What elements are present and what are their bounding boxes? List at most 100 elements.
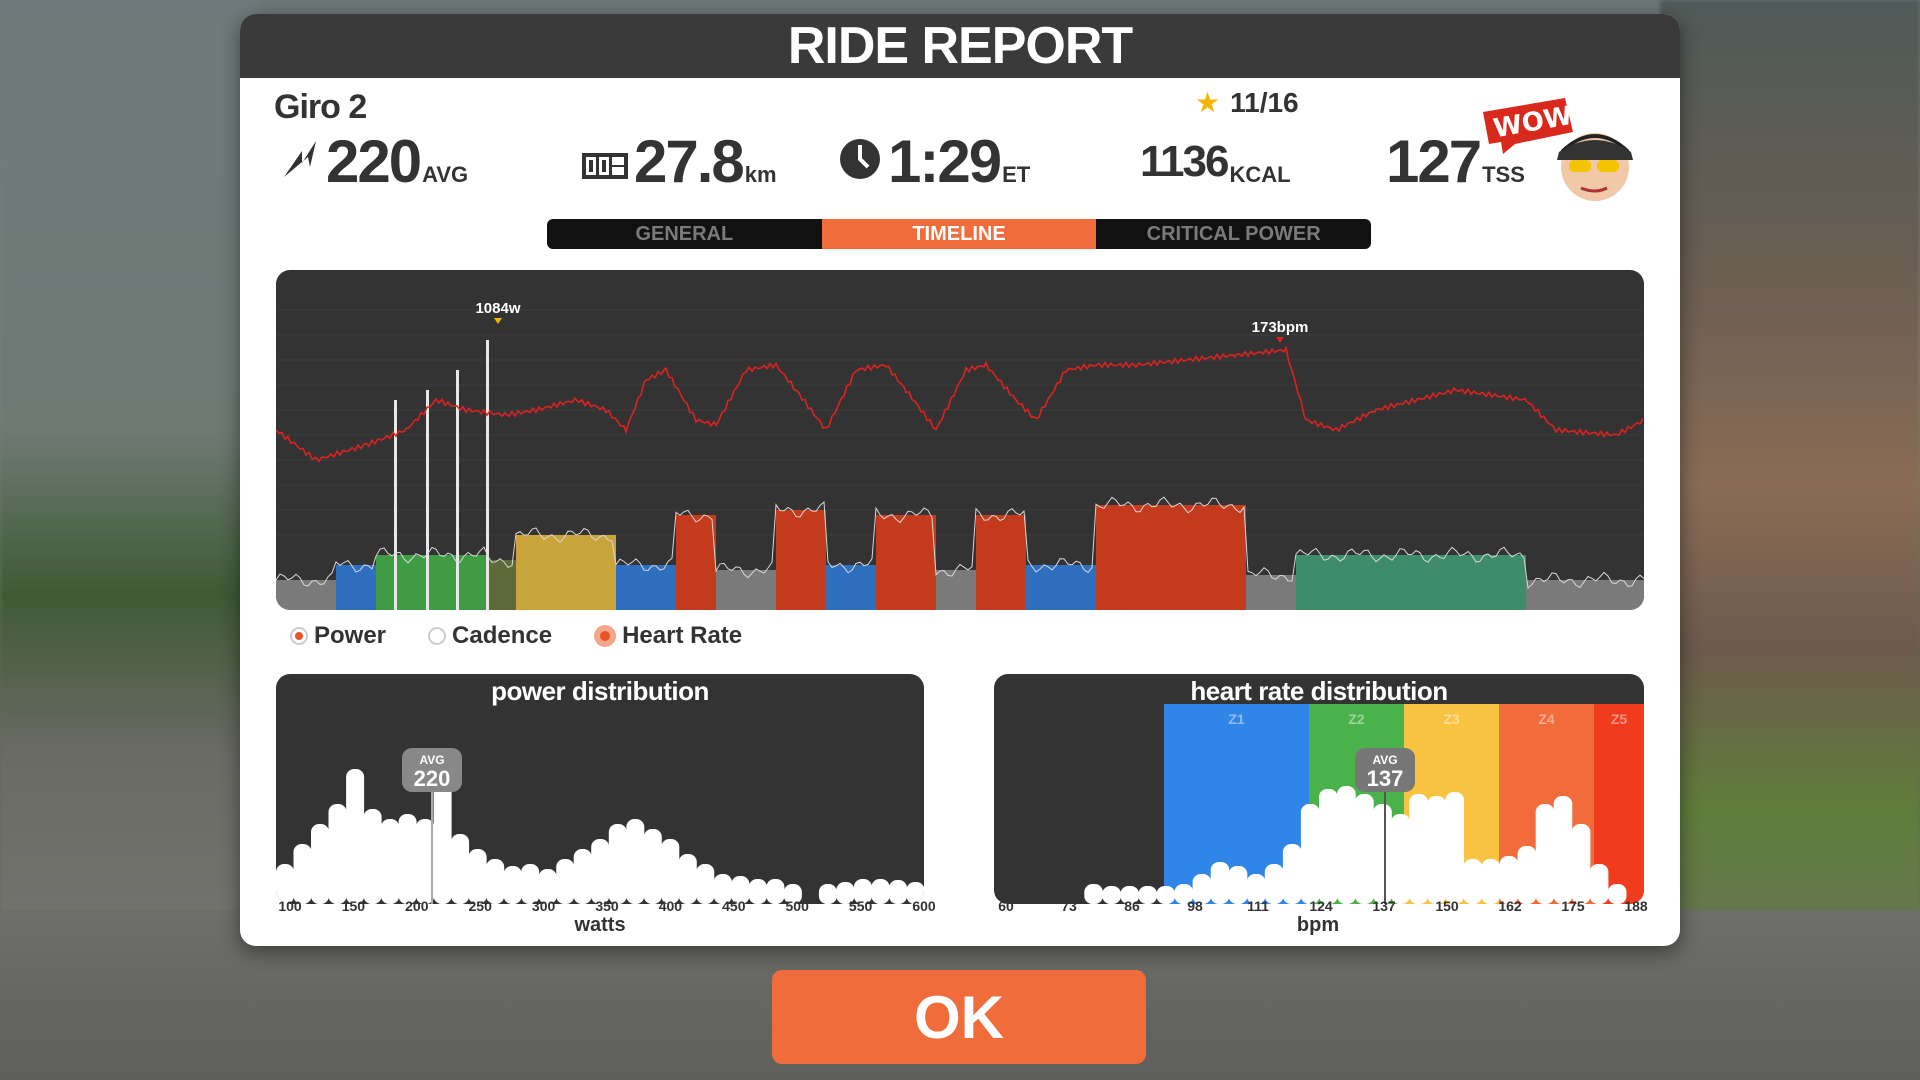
hr-dist-bar	[1174, 884, 1194, 904]
hr-dist-bar	[1589, 864, 1609, 904]
power-dist-bar	[626, 819, 645, 904]
power-distribution-xlabel: watts	[574, 914, 626, 936]
power-spike	[456, 370, 459, 610]
stat-time-unit: ET	[1002, 162, 1031, 187]
tab-critical-power[interactable]: CRITICAL POWER	[1146, 222, 1321, 245]
legend-cadence[interactable]: Cadence	[428, 622, 552, 650]
power-dist-bar	[766, 879, 785, 904]
power-bolt-icon	[280, 137, 320, 186]
power-tick-label: 550	[848, 898, 873, 914]
hr-zone-label: Z3	[1443, 711, 1460, 727]
power-distribution-chart: power distribution AVG 220	[276, 674, 924, 904]
power-spike	[486, 340, 489, 610]
power-segment	[776, 510, 826, 610]
tab-bar: GENERAL TIMELINE CRITICAL POWER	[547, 219, 1371, 249]
power-dist-bar	[451, 834, 470, 904]
hr-distribution-title: heart rate distribution	[1190, 676, 1448, 706]
power-dist-bar	[486, 859, 505, 904]
stat-distance: 27.8 km	[582, 132, 777, 192]
hr-dist-bar	[1246, 874, 1266, 904]
radio-heart-rate-icon[interactable]	[594, 625, 617, 647]
tab-general[interactable]: GENERAL	[635, 222, 734, 245]
hr-zone-label: Z5	[1611, 711, 1628, 727]
power-segment	[676, 515, 716, 610]
stat-power-value: 220	[326, 128, 422, 195]
stat-tss-value: 127	[1386, 128, 1482, 195]
power-dist-bar	[713, 874, 732, 904]
power-dist-bar	[678, 854, 697, 904]
power-dist-bar	[381, 819, 400, 904]
heart-rate-line	[276, 345, 1644, 463]
power-dist-bar	[293, 844, 312, 904]
power-dist-bar	[591, 839, 610, 904]
hr-tick-label: 150	[1435, 898, 1459, 914]
power-distribution-title: power distribution	[491, 676, 709, 706]
avg-marker-box	[402, 748, 462, 792]
avg-marker-label: AVG	[1372, 753, 1397, 767]
hr-tick-label: 111	[1247, 898, 1269, 914]
stat-distance-value: 27.8	[634, 128, 745, 195]
stat-calories-value: 1136	[1140, 137, 1229, 186]
hr-tick-label: 124	[1309, 898, 1333, 914]
hr-dist-bar	[1445, 792, 1464, 904]
avg-marker-box	[1355, 748, 1415, 792]
hr-tick-label: 137	[1372, 898, 1396, 914]
tab-timeline[interactable]: TIMELINE	[821, 219, 1097, 249]
stat-power: 220 AVG	[280, 132, 468, 192]
radio-cadence-icon[interactable]	[428, 627, 447, 645]
stat-power-unit: AVG	[422, 162, 469, 187]
power-tick-label: 200	[405, 898, 429, 914]
hr-tick-label: 98	[1187, 898, 1203, 914]
hr-dist-bar	[1337, 786, 1356, 904]
hr-dist-bar	[1319, 789, 1338, 904]
power-segment	[616, 565, 676, 610]
power-dist-bar	[661, 839, 680, 904]
hr-dist-bar	[1300, 804, 1320, 904]
hr-distribution-chart: Z1 Z2 Z3 Z4 Z5 AVG 137 heart rate distribution	[994, 674, 1644, 904]
power-tick-label: 600	[912, 898, 936, 914]
header-bar: RIDE REPORT	[240, 14, 1680, 78]
peak-hr-marker	[1276, 337, 1284, 343]
power-dist-bar	[328, 804, 347, 904]
power-tick-label: 100	[278, 898, 302, 914]
power-dist-bar	[503, 866, 522, 904]
power-tick-label: 350	[595, 898, 619, 914]
hr-dist-bar	[1427, 796, 1446, 904]
hr-dist-bar	[1373, 804, 1392, 904]
legend-power[interactable]: Power	[290, 622, 386, 650]
hr-dist-bar	[1138, 886, 1157, 904]
hr-dist-bar	[1102, 886, 1121, 904]
stat-tss-unit: TSS	[1482, 162, 1525, 187]
odometer-icon	[582, 151, 628, 186]
hr-tick-label: 60	[998, 898, 1014, 914]
page-title: RIDE REPORT	[787, 17, 1133, 75]
avg-marker-label: AVG	[419, 753, 444, 767]
power-dist-bar	[643, 829, 662, 904]
hr-zone-label: Z4	[1538, 711, 1555, 727]
peak-power-label: 1084w	[475, 300, 520, 317]
power-dist-bar	[311, 824, 329, 904]
hr-dist-bar	[1120, 886, 1139, 904]
stat-calories-unit: KCAL	[1229, 162, 1291, 187]
avg-marker-value: 220	[414, 766, 451, 791]
power-dist-bar	[556, 859, 575, 904]
background-left	[0, 0, 260, 1080]
power-dist-bar	[731, 876, 750, 904]
chart-legend: Power Cadence Heart Rate	[290, 622, 742, 650]
hr-dist-bar	[1409, 794, 1428, 904]
hr-dist-bar	[1571, 824, 1591, 904]
legend-power-label: Power	[314, 622, 387, 649]
power-segment	[1296, 555, 1526, 610]
legend-cadence-label: Cadence	[452, 622, 553, 649]
route-rating: ★ 11/16	[1195, 86, 1299, 119]
power-dist-bar	[363, 809, 382, 904]
route-name: Giro 2	[274, 88, 367, 126]
power-dist-bar	[521, 864, 540, 904]
legend-heart-rate[interactable]: Heart Rate	[594, 622, 742, 650]
power-dist-bar	[836, 882, 855, 904]
hr-dist-bar	[1517, 846, 1537, 904]
ok-button[interactable]: OK	[772, 970, 1146, 1064]
timeline-chart: 1084w 173bpm	[276, 270, 1644, 610]
peak-power-marker	[494, 318, 502, 324]
radio-power-icon[interactable]	[290, 627, 308, 645]
